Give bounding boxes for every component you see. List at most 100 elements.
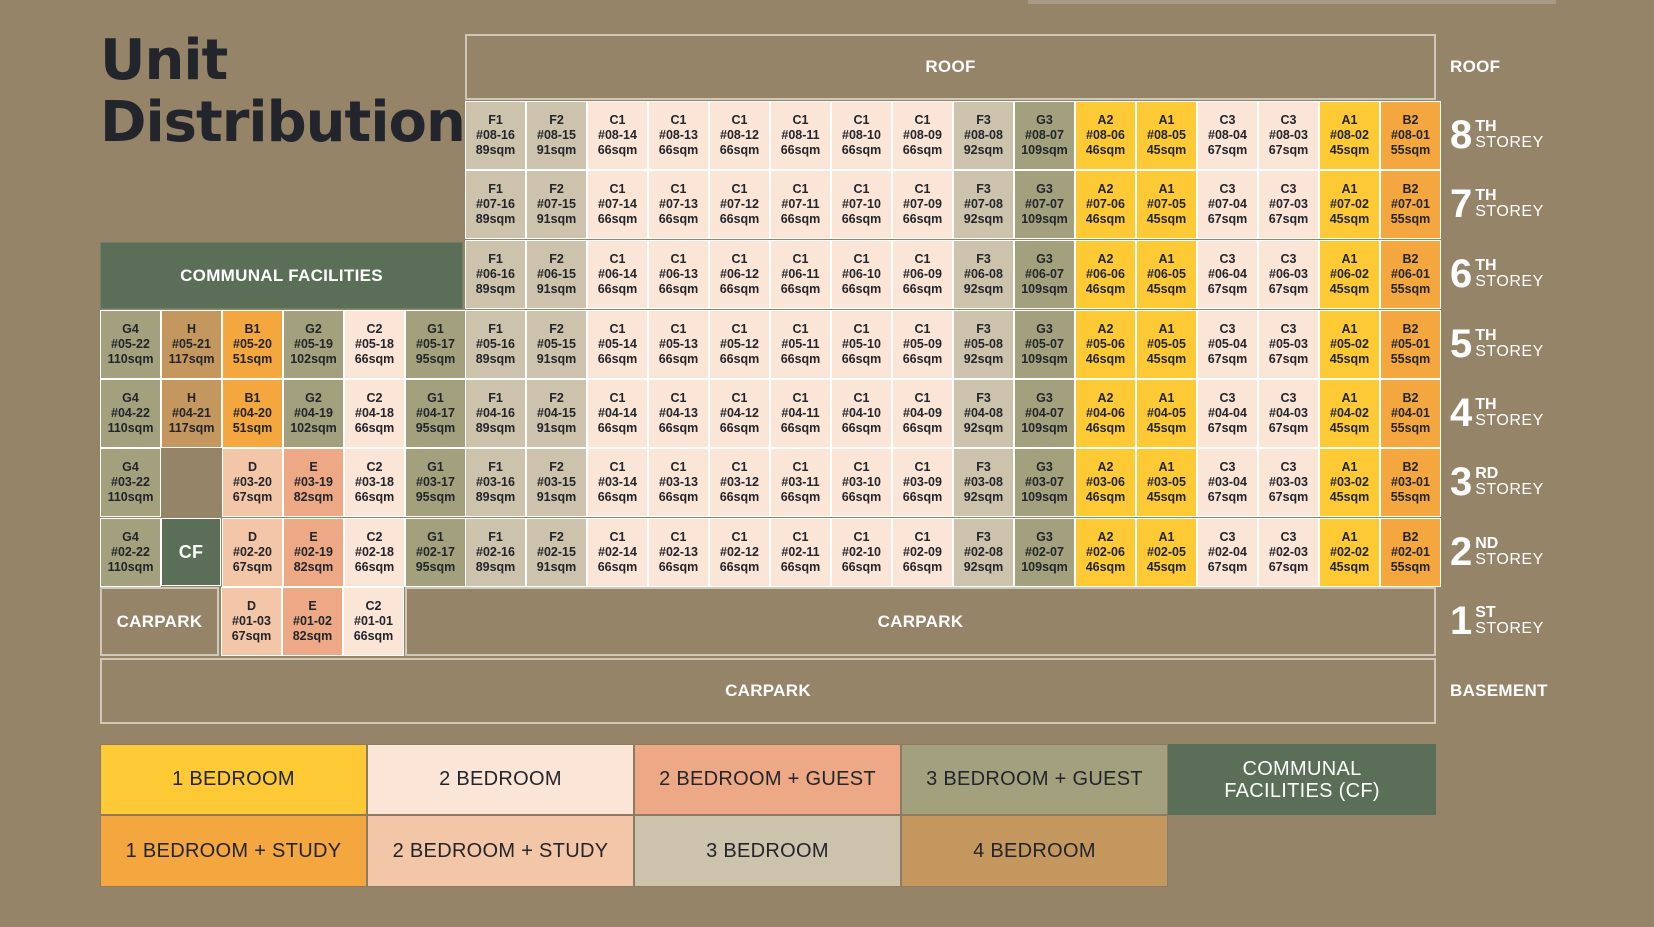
unit-cell: C1 #06-11 66sqm <box>770 240 831 309</box>
unit-type: G3 <box>1036 460 1053 474</box>
unit-number: #05-06 <box>1086 337 1125 351</box>
unit-number: #04-02 <box>1330 406 1369 420</box>
unit-cell: A1 #07-02 45sqm <box>1319 170 1380 239</box>
unit-size: 46sqm <box>1085 560 1126 574</box>
unit-number: #07-11 <box>781 197 820 211</box>
unit-cell: C3 #08-03 67sqm <box>1258 101 1319 170</box>
unit-size: 55sqm <box>1390 282 1431 296</box>
unit-type: C1 <box>853 530 870 544</box>
unit-type: C1 <box>670 391 687 405</box>
unit-number: #05-19 <box>294 337 333 351</box>
unit-type: C1 <box>609 391 626 405</box>
unit-cell: D #02-20 67sqm <box>222 518 283 587</box>
unit-size: 109sqm <box>1021 212 1068 226</box>
unit-cell: A1 #05-05 45sqm <box>1136 310 1197 379</box>
unit-number: #02-13 <box>659 545 698 559</box>
unit-size: 91sqm <box>536 560 577 574</box>
unit-number: #01-02 <box>293 614 332 628</box>
floor-label-8: 8 TH STOREY <box>1450 101 1544 169</box>
unit-size: 66sqm <box>841 352 882 366</box>
unit-number: #05-17 <box>416 337 455 351</box>
unit-size: 91sqm <box>536 212 577 226</box>
unit-size: 66sqm <box>902 560 943 574</box>
floor-label-basement: BASEMENT <box>1450 658 1548 724</box>
unit-cell: C1 #07-11 66sqm <box>770 170 831 239</box>
unit-size: 92sqm <box>963 560 1004 574</box>
unit-number: #06-08 <box>964 267 1003 281</box>
unit-type: A1 <box>1341 182 1358 196</box>
unit-cell: G2 #05-19 102sqm <box>283 310 344 379</box>
unit-number: #04-04 <box>1208 406 1247 420</box>
unit-type: A1 <box>1341 530 1358 544</box>
floor-storey-word: STOREY <box>1475 134 1544 151</box>
unit-cell: A2 #05-06 46sqm <box>1075 310 1136 379</box>
unit-cell: C3 #07-04 67sqm <box>1197 170 1258 239</box>
unit-size: 110sqm <box>107 352 154 366</box>
unit-number: #08-09 <box>903 128 942 142</box>
unit-size: 67sqm <box>1207 143 1248 157</box>
unit-size: 109sqm <box>1021 421 1068 435</box>
unit-number: #06-07 <box>1025 267 1064 281</box>
unit-type: D <box>247 460 258 474</box>
unit-cell: C1 #08-11 66sqm <box>770 101 831 170</box>
unit-size: 45sqm <box>1146 282 1187 296</box>
unit-type: A1 <box>1341 322 1358 336</box>
unit-number: #01-03 <box>232 614 271 628</box>
unit-number: #07-13 <box>659 197 698 211</box>
unit-cell: C3 #04-03 67sqm <box>1258 379 1319 448</box>
unit-number: #08-10 <box>842 128 881 142</box>
unit-number: #07-04 <box>1208 197 1247 211</box>
unit-cell: G4 #05-22 110sqm <box>100 310 161 379</box>
unit-type: C3 <box>1219 460 1236 474</box>
unit-size: 109sqm <box>1021 282 1068 296</box>
unit-number: #05-16 <box>476 337 515 351</box>
unit-number: #02-15 <box>537 545 576 559</box>
unit-size: 89sqm <box>475 560 516 574</box>
unit-type: C1 <box>670 113 687 127</box>
floor-number: 3 <box>1450 460 1473 504</box>
unit-cell: C1 #05-12 66sqm <box>709 310 770 379</box>
unit-cell: C1 #04-10 66sqm <box>831 379 892 448</box>
unit-cell: F1 #07-16 89sqm <box>465 170 526 239</box>
unit-number: #03-03 <box>1269 475 1308 489</box>
unit-cell: F1 #08-16 89sqm <box>465 101 526 170</box>
unit-type: B2 <box>1402 530 1419 544</box>
unit-size: 66sqm <box>780 143 821 157</box>
unit-type: B2 <box>1402 460 1419 474</box>
floor-suffix-stack: ND STOREY <box>1475 536 1544 568</box>
unit-number: #03-08 <box>964 475 1003 489</box>
unit-cell: C2 #03-18 66sqm <box>344 448 405 517</box>
unit-cell: F1 #05-16 89sqm <box>465 310 526 379</box>
unit-type: C1 <box>853 182 870 196</box>
unit-cell: C1 #03-12 66sqm <box>709 448 770 517</box>
unit-cell: F1 #03-16 89sqm <box>465 448 526 517</box>
floor-storey-word: STOREY <box>1475 620 1544 637</box>
unit-size: 66sqm <box>719 352 760 366</box>
unit-cell: G4 #04-22 110sqm <box>100 379 161 448</box>
floor-suffix-stack: TH STOREY <box>1475 258 1544 290</box>
unit-size: 67sqm <box>1268 212 1309 226</box>
unit-size: 66sqm <box>658 560 699 574</box>
unit-type: C1 <box>609 530 626 544</box>
unit-number: #02-17 <box>416 545 455 559</box>
unit-size: 66sqm <box>902 282 943 296</box>
unit-number: #02-22 <box>111 545 150 559</box>
unit-type: A2 <box>1097 113 1114 127</box>
unit-number: #08-08 <box>964 128 1003 142</box>
unit-cell: B1 #05-20 51sqm <box>222 310 283 379</box>
unit-cell: A2 #03-06 46sqm <box>1075 448 1136 517</box>
unit-type: C1 <box>731 322 748 336</box>
unit-cell: C1 #04-11 66sqm <box>770 379 831 448</box>
unit-type: C1 <box>853 252 870 266</box>
unit-cell: C3 #07-03 67sqm <box>1258 170 1319 239</box>
unit-number: #07-10 <box>842 197 881 211</box>
unit-cell: B2 #05-01 55sqm <box>1380 310 1441 379</box>
unit-number: #03-16 <box>476 475 515 489</box>
unit-size: 89sqm <box>475 490 516 504</box>
unit-size: 67sqm <box>1268 560 1309 574</box>
unit-type: F2 <box>549 322 564 336</box>
unit-number: #05-15 <box>537 337 576 351</box>
unit-size: 66sqm <box>658 212 699 226</box>
unit-size: 66sqm <box>597 421 638 435</box>
unit-type: F1 <box>488 530 503 544</box>
